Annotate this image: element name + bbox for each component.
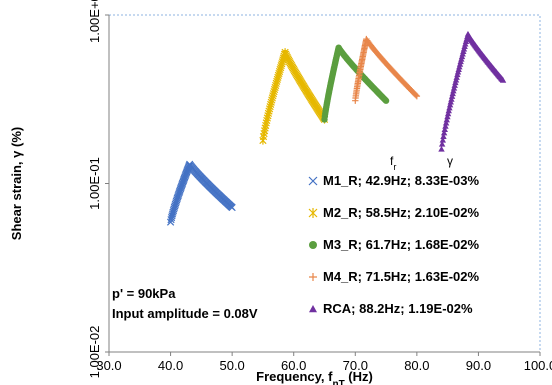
- x-tick-label: 60.0: [281, 358, 306, 373]
- legend-marker: [308, 208, 318, 218]
- legend-header-fr: fr: [390, 154, 396, 172]
- data-point: [413, 92, 421, 100]
- legend-label: M4_R; 71.5Hz; 1.63E-02%: [323, 269, 480, 284]
- legend-label: M3_R; 61.7Hz; 1.68E-02%: [323, 237, 480, 252]
- series-3: [352, 35, 421, 104]
- annotation-pressure: p' = 90kPa: [112, 286, 176, 301]
- legend-marker: [309, 305, 317, 313]
- legend-item-0: M1_R; 42.9Hz; 8.33E-03%: [308, 173, 480, 188]
- axes: 30.0 40.0 50.0 60.0 70.0 80.0 90.0 100.0 1.00E-0…: [9, 0, 552, 385]
- y-tick-label: 1.00E-01: [87, 157, 102, 210]
- legend-item-1: M2_R; 58.5Hz; 2.10E-02%: [308, 205, 480, 220]
- data-point: [228, 203, 236, 212]
- y-tick-label: 1.00E+00: [87, 0, 102, 43]
- x-tick-label: 70.0: [343, 358, 368, 373]
- legend-header-gamma: γ: [447, 154, 453, 168]
- series-1: [259, 48, 329, 145]
- data-point: [444, 110, 452, 117]
- data-point: [382, 97, 390, 104]
- legend-label: M2_R; 58.5Hz; 2.10E-02%: [323, 205, 480, 220]
- annotations: p' = 90kPa Input amplitude = 0.08V: [112, 286, 258, 321]
- legend: fr γ M1_R; 42.9Hz; 8.33E-03% M2_R; 58.5Hz; …: [308, 154, 480, 316]
- y-axis-title: Shear strain, γ (%): [9, 127, 24, 240]
- x-tick-label: 30.0: [96, 358, 121, 373]
- legend-label: M1_R; 42.9Hz; 8.33E-03%: [323, 173, 480, 188]
- legend-item-3: M4_R; 71.5Hz; 1.63E-02%: [309, 269, 480, 284]
- legend-label: RCA; 88.2Hz; 1.19E-02%: [323, 301, 473, 316]
- series-2: [321, 44, 390, 123]
- data-point: [439, 136, 447, 143]
- legend-item-2: M3_R; 61.7Hz; 1.68E-02%: [309, 237, 480, 252]
- data-point: [442, 119, 450, 126]
- series-4: [438, 30, 507, 152]
- data-point: [440, 129, 448, 136]
- x-tick-label: 50.0: [219, 358, 244, 373]
- data-point: [446, 104, 453, 111]
- data-point: [499, 77, 507, 83]
- data-point: [438, 140, 446, 147]
- legend-marker: [309, 241, 317, 249]
- y-tick-label: 1.00E-02: [87, 326, 102, 379]
- x-tick-label: 40.0: [158, 358, 183, 373]
- data-point: [440, 133, 447, 139]
- data-point: [442, 122, 449, 129]
- data-point: [438, 145, 445, 152]
- annotation-amplitude: Input amplitude = 0.08V: [112, 306, 258, 321]
- x-tick-label: 80.0: [404, 358, 429, 373]
- data-point: [441, 126, 448, 133]
- data-point: [443, 116, 450, 123]
- data-point: [445, 107, 452, 114]
- chart-marks: [166, 30, 507, 226]
- legend-item-4: RCA; 88.2Hz; 1.19E-02%: [309, 301, 473, 316]
- x-axis-title: Frequency, fnT (Hz): [256, 369, 373, 385]
- data-point: [412, 91, 420, 99]
- x-tick-label: 90.0: [466, 358, 491, 373]
- series-0: [166, 160, 236, 226]
- legend-marker: [308, 176, 318, 186]
- data-point: [444, 113, 451, 120]
- legend-marker: [309, 273, 317, 281]
- x-tick-label: 100.0: [524, 358, 552, 373]
